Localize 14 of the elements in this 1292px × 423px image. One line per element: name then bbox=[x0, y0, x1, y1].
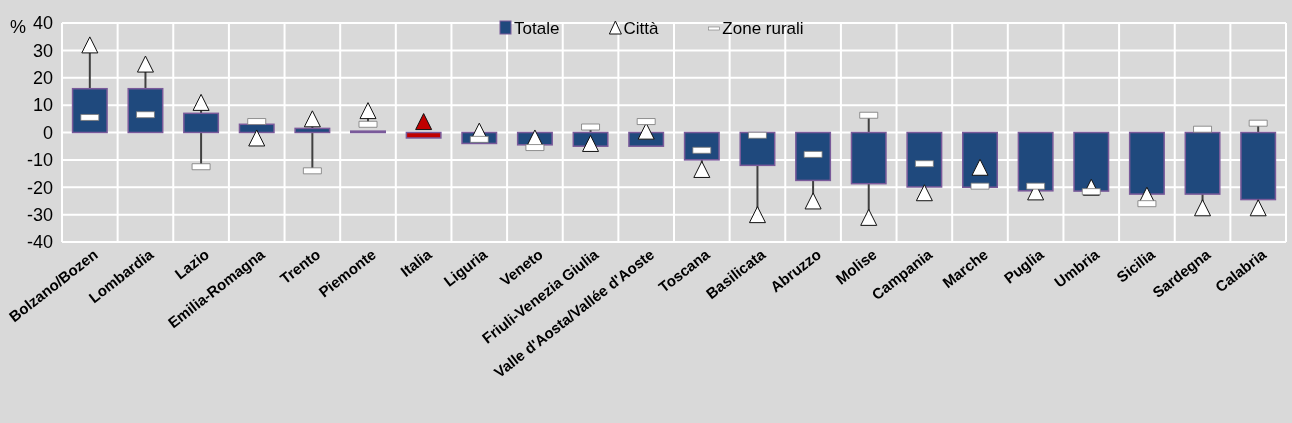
y-tick-label: -30 bbox=[26, 204, 53, 225]
y-tick-label: -10 bbox=[26, 150, 53, 171]
legend-label: Totale bbox=[514, 19, 560, 38]
legend-label: Città bbox=[623, 19, 659, 38]
x-tick-label: Italia bbox=[397, 245, 436, 280]
y-tick-label: 10 bbox=[32, 95, 53, 116]
y-tick-label: -20 bbox=[26, 177, 53, 198]
y-tick-label: 40 bbox=[32, 13, 53, 34]
y-axis-title: % bbox=[10, 17, 27, 37]
y-tick-label: 20 bbox=[32, 68, 53, 89]
y-tick-label: 0 bbox=[42, 122, 53, 143]
legend-label: Zone rurali bbox=[722, 19, 804, 38]
y-tick-label: 30 bbox=[32, 40, 53, 61]
y-tick-label: -40 bbox=[26, 232, 53, 253]
